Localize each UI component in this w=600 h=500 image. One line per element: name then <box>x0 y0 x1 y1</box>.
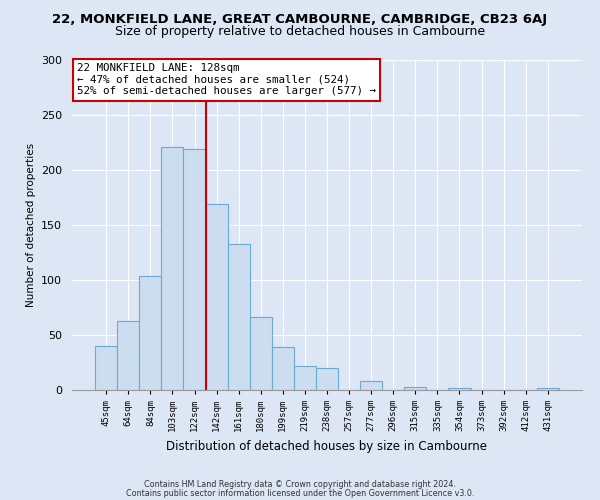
Bar <box>360 381 382 390</box>
Y-axis label: Number of detached properties: Number of detached properties <box>26 143 35 307</box>
Bar <box>117 320 139 390</box>
Bar <box>206 204 227 390</box>
Bar <box>294 366 316 390</box>
Bar <box>316 368 338 390</box>
Text: 22, MONKFIELD LANE, GREAT CAMBOURNE, CAMBRIDGE, CB23 6AJ: 22, MONKFIELD LANE, GREAT CAMBOURNE, CAM… <box>52 12 548 26</box>
Text: Contains public sector information licensed under the Open Government Licence v3: Contains public sector information licen… <box>126 488 474 498</box>
Bar <box>250 318 272 390</box>
Bar <box>404 386 427 390</box>
Bar <box>139 276 161 390</box>
Text: Size of property relative to detached houses in Cambourne: Size of property relative to detached ho… <box>115 25 485 38</box>
Bar <box>161 147 184 390</box>
Text: Contains HM Land Registry data © Crown copyright and database right 2024.: Contains HM Land Registry data © Crown c… <box>144 480 456 489</box>
Bar <box>272 347 294 390</box>
Bar <box>448 388 470 390</box>
X-axis label: Distribution of detached houses by size in Cambourne: Distribution of detached houses by size … <box>167 440 487 452</box>
Bar <box>227 244 250 390</box>
Bar <box>184 149 206 390</box>
Bar <box>537 388 559 390</box>
Text: 22 MONKFIELD LANE: 128sqm
← 47% of detached houses are smaller (524)
52% of semi: 22 MONKFIELD LANE: 128sqm ← 47% of detac… <box>77 64 376 96</box>
Bar <box>95 346 117 390</box>
